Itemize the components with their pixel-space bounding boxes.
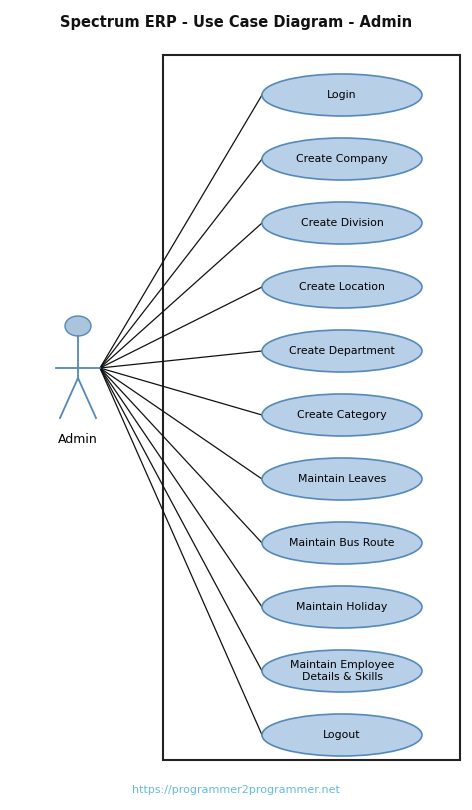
Text: Admin: Admin <box>58 433 98 446</box>
Ellipse shape <box>262 650 422 692</box>
Text: Logout: Logout <box>323 730 361 740</box>
Ellipse shape <box>262 714 422 756</box>
Ellipse shape <box>262 522 422 564</box>
Text: Create Division: Create Division <box>301 218 383 228</box>
Ellipse shape <box>262 74 422 116</box>
Text: https://programmer2programmer.net: https://programmer2programmer.net <box>132 785 340 795</box>
Ellipse shape <box>262 266 422 308</box>
Ellipse shape <box>262 202 422 244</box>
Text: Maintain Leaves: Maintain Leaves <box>298 474 386 484</box>
Text: Create Location: Create Location <box>299 282 385 292</box>
Text: Create Company: Create Company <box>296 154 388 164</box>
Ellipse shape <box>262 458 422 500</box>
Ellipse shape <box>262 330 422 372</box>
Text: Maintain Bus Route: Maintain Bus Route <box>289 538 395 548</box>
Ellipse shape <box>262 394 422 436</box>
Text: Create Category: Create Category <box>297 410 387 420</box>
Ellipse shape <box>262 586 422 628</box>
Text: Maintain Holiday: Maintain Holiday <box>296 602 388 612</box>
FancyBboxPatch shape <box>163 55 460 760</box>
Text: Maintain Employee
Details & Skills: Maintain Employee Details & Skills <box>290 660 394 682</box>
Text: Spectrum ERP - Use Case Diagram - Admin: Spectrum ERP - Use Case Diagram - Admin <box>60 15 412 29</box>
Ellipse shape <box>65 316 91 336</box>
Text: Login: Login <box>327 90 357 100</box>
Ellipse shape <box>262 138 422 180</box>
Text: Create Department: Create Department <box>289 346 395 356</box>
